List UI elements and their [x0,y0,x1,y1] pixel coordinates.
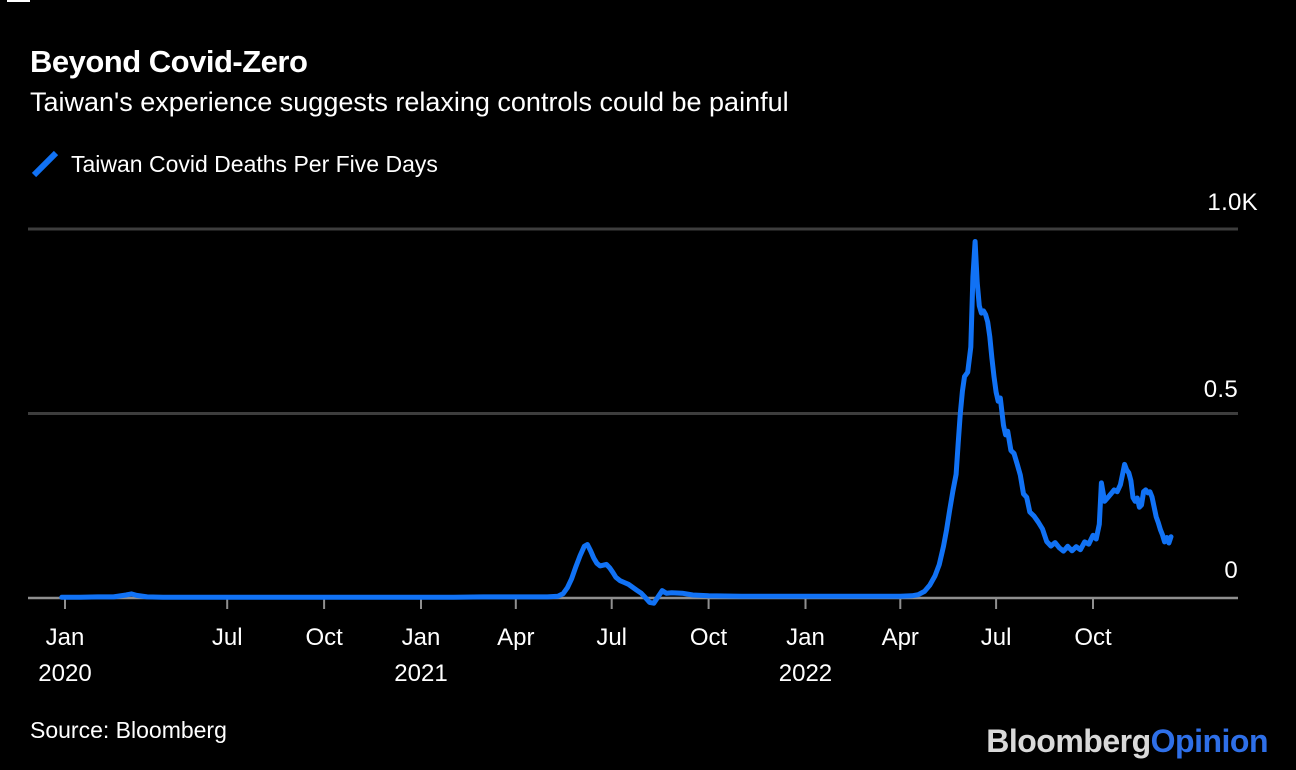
legend-line-icon [31,150,59,178]
legend: Taiwan Covid Deaths Per Five Days [30,150,438,178]
y-tick-label: 0.5 [1203,376,1238,403]
x-tick-label: Jul [596,624,627,651]
covid-deaths-line [59,239,1174,606]
chart-title: Beyond Covid-Zero [30,44,308,79]
x-tick-label: Jan [45,624,85,651]
x-tick-label: Oct [1074,624,1112,651]
screenshot-artifact-line [7,0,30,2]
x-tick-label: Apr [881,624,919,651]
x-year-label: 2021 [394,660,448,687]
x-tick-label: Oct [689,624,728,651]
x-tick-label: Oct [305,624,343,651]
x-tick-label: Jul [980,624,1012,651]
x-tick-label: Jan [401,624,441,651]
x-year-label: 2022 [778,660,833,687]
logo-bloomberg-text: Bloomberg [986,723,1151,759]
y-tick-label: 0 [1224,557,1238,584]
x-tick-label: Jan [786,624,825,651]
y-tick-label: 1.0K [1207,189,1258,216]
logo-opinion-text: Opinion [1150,723,1269,759]
x-tick-label: Apr [497,624,535,651]
x-tick-label: Jul [211,624,243,651]
legend-label: Taiwan Covid Deaths Per Five Days [71,150,438,177]
chart-subtitle: Taiwan's experience suggests relaxing co… [30,87,789,117]
source-note: Source: Bloomberg [30,717,227,743]
x-year-label: 2020 [38,660,92,687]
bloomberg-opinion-logo: BloombergOpinion [986,723,1268,760]
